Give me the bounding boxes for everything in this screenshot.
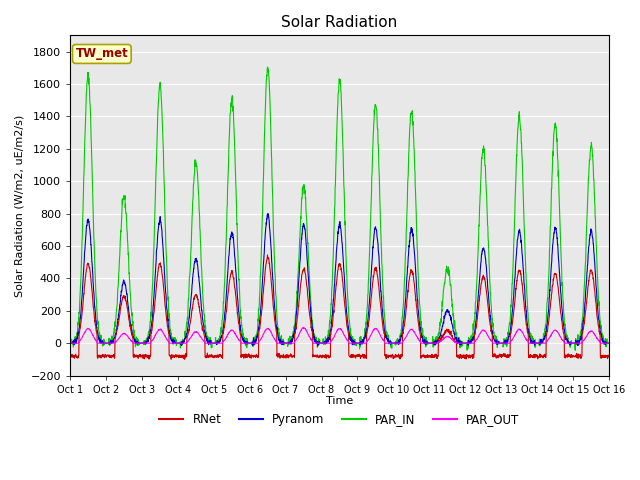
PAR_OUT xyxy=(557,336,565,341)
RNet xyxy=(217,352,225,358)
Title: Solar Radiation: Solar Radiation xyxy=(282,15,397,30)
Line: RNet: RNet xyxy=(70,255,609,359)
PAR_IN xyxy=(605,340,612,346)
Pyranom xyxy=(497,340,504,346)
PAR_OUT xyxy=(605,340,612,346)
RNet xyxy=(367,296,375,301)
PAR_OUT xyxy=(367,332,374,338)
RNet xyxy=(605,353,612,359)
Pyranom xyxy=(573,339,580,345)
PAR_IN xyxy=(572,348,579,353)
PAR_IN xyxy=(573,337,580,343)
Legend: RNet, Pyranom, PAR_IN, PAR_OUT: RNet, Pyranom, PAR_IN, PAR_OUT xyxy=(155,408,524,431)
RNet xyxy=(67,353,74,359)
PAR_OUT xyxy=(300,324,307,330)
RNet xyxy=(573,350,580,356)
PAR_IN xyxy=(557,261,565,266)
Pyranom xyxy=(314,343,321,349)
Y-axis label: Solar Radiation (W/m2, uE/m2/s): Solar Radiation (W/m2, uE/m2/s) xyxy=(15,114,25,297)
Pyranom xyxy=(67,340,74,346)
X-axis label: Time: Time xyxy=(326,396,353,406)
RNet xyxy=(264,252,271,258)
PAR_IN xyxy=(367,210,374,216)
Pyranom xyxy=(216,336,224,342)
RNet xyxy=(355,352,363,358)
RNet xyxy=(180,356,188,362)
PAR_OUT xyxy=(216,340,224,346)
PAR_OUT xyxy=(496,340,504,346)
PAR_IN xyxy=(67,340,74,346)
Pyranom xyxy=(264,211,272,216)
RNet xyxy=(558,318,566,324)
PAR_IN xyxy=(264,64,271,70)
Text: TW_met: TW_met xyxy=(76,48,128,60)
PAR_OUT xyxy=(355,340,363,346)
PAR_IN xyxy=(496,340,504,346)
PAR_IN xyxy=(216,331,224,337)
Line: Pyranom: Pyranom xyxy=(70,214,609,346)
PAR_IN xyxy=(355,340,363,346)
RNet xyxy=(497,353,504,359)
PAR_OUT xyxy=(67,340,74,346)
Line: PAR_IN: PAR_IN xyxy=(70,67,609,350)
Pyranom xyxy=(605,340,612,346)
PAR_OUT xyxy=(573,340,580,346)
Pyranom xyxy=(558,303,566,309)
Line: PAR_OUT: PAR_OUT xyxy=(70,327,609,343)
Pyranom xyxy=(367,274,375,280)
Pyranom xyxy=(355,340,363,346)
